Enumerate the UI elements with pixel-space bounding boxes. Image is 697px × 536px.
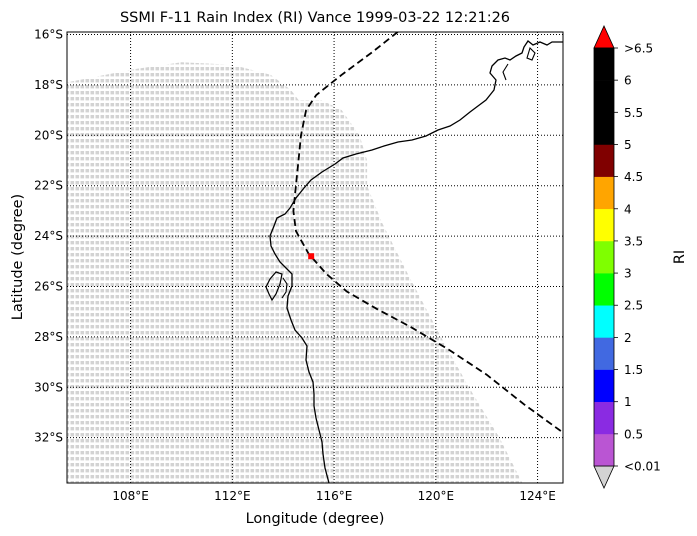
rain-pixel: [308, 253, 315, 260]
x-axis-ticks: 108°E 112°E 116°E 120°E 124°E: [112, 489, 555, 503]
satellite-swath: [67, 62, 523, 483]
colorbar-bin: [594, 305, 614, 338]
rain-pixels: [308, 253, 315, 260]
y-tick-label: 24°S: [34, 229, 63, 243]
y-axis-label: Latitude (degree): [10, 194, 26, 320]
colorbar-tick-label: 6: [624, 74, 632, 88]
map-area: [67, 32, 563, 483]
colorbar-tick-label: 1.5: [624, 363, 643, 377]
colorbar-bin: [594, 433, 614, 467]
colorbar-tick-label: 0.5: [624, 427, 643, 441]
colorbar: <0.01 0.5 1 1.5 2 2.5 3 3.5 4 4.5 5 5.5 6 >6.5: [593, 25, 661, 489]
x-tick-label: 112°E: [214, 489, 251, 503]
y-tick-label: 18°S: [34, 78, 63, 92]
map-frame: [66, 31, 564, 484]
colorbar-bin: [594, 176, 614, 210]
colorbar-bin: [594, 144, 614, 177]
y-tick-label: 16°S: [34, 28, 63, 42]
y-tick-label: 30°S: [34, 380, 63, 394]
colorbar-tick-label: 2: [624, 331, 632, 345]
colorbar-tick-label: 3.5: [624, 234, 643, 248]
y-tick-label: 20°S: [34, 128, 63, 142]
colorbar-bin: [594, 112, 614, 145]
colorbar-bin: [594, 401, 614, 435]
graticule: [67, 32, 563, 483]
colorbar-tick-label: <0.01: [624, 460, 661, 474]
shark-bay-peninsula: [265, 271, 283, 302]
shark-bay-inlet: [281, 277, 288, 299]
inland-coast-detail: [502, 46, 536, 81]
colorbar-over-triangle: [593, 25, 615, 49]
x-tick-label: 120°E: [418, 489, 455, 503]
colorbar-bin: [594, 208, 614, 242]
colorbar-tick-label: 4.5: [624, 170, 643, 184]
colorbar-bin: [594, 240, 614, 274]
colorbar-tick-label: 5.5: [624, 106, 643, 120]
colorbar-tick-label: 1: [624, 395, 632, 409]
x-axis-label: Longitude (degree): [246, 511, 385, 527]
colorbar-label: RI: [672, 250, 688, 264]
coastline: [269, 40, 563, 483]
colorbar-under-triangle: [593, 465, 615, 489]
colorbar-tick-label: >6.5: [624, 42, 653, 56]
colorbar-frame: [593, 47, 615, 467]
y-tick-label: 32°S: [34, 431, 63, 445]
colorbar-tick-label: 5: [624, 138, 632, 152]
x-tick-label: 108°E: [112, 489, 149, 503]
colorbar-tick-label: 3: [624, 267, 632, 281]
chart-title: SSMI F-11 Rain Index (RI) Vance 1999-03-…: [120, 10, 510, 26]
colorbar-bin: [594, 369, 614, 402]
y-axis-ticks: 16°S 18°S 20°S 22°S 24°S 26°S 28°S 30°S 32°S: [34, 28, 63, 445]
y-tick-label: 26°S: [34, 279, 63, 293]
x-tick-label: 124°E: [519, 489, 556, 503]
colorbar-bin: [594, 48, 614, 81]
storm-track: [292, 32, 563, 434]
colorbar-bin: [594, 273, 614, 306]
colorbar-tick-label: 4: [624, 202, 632, 216]
colorbar-bin: [594, 337, 614, 370]
y-tick-label: 22°S: [34, 179, 63, 193]
x-tick-label: 116°E: [316, 489, 353, 503]
y-tick-label: 28°S: [34, 330, 63, 344]
colorbar-tick-label: 2.5: [624, 299, 643, 313]
colorbar-bin: [594, 80, 614, 113]
